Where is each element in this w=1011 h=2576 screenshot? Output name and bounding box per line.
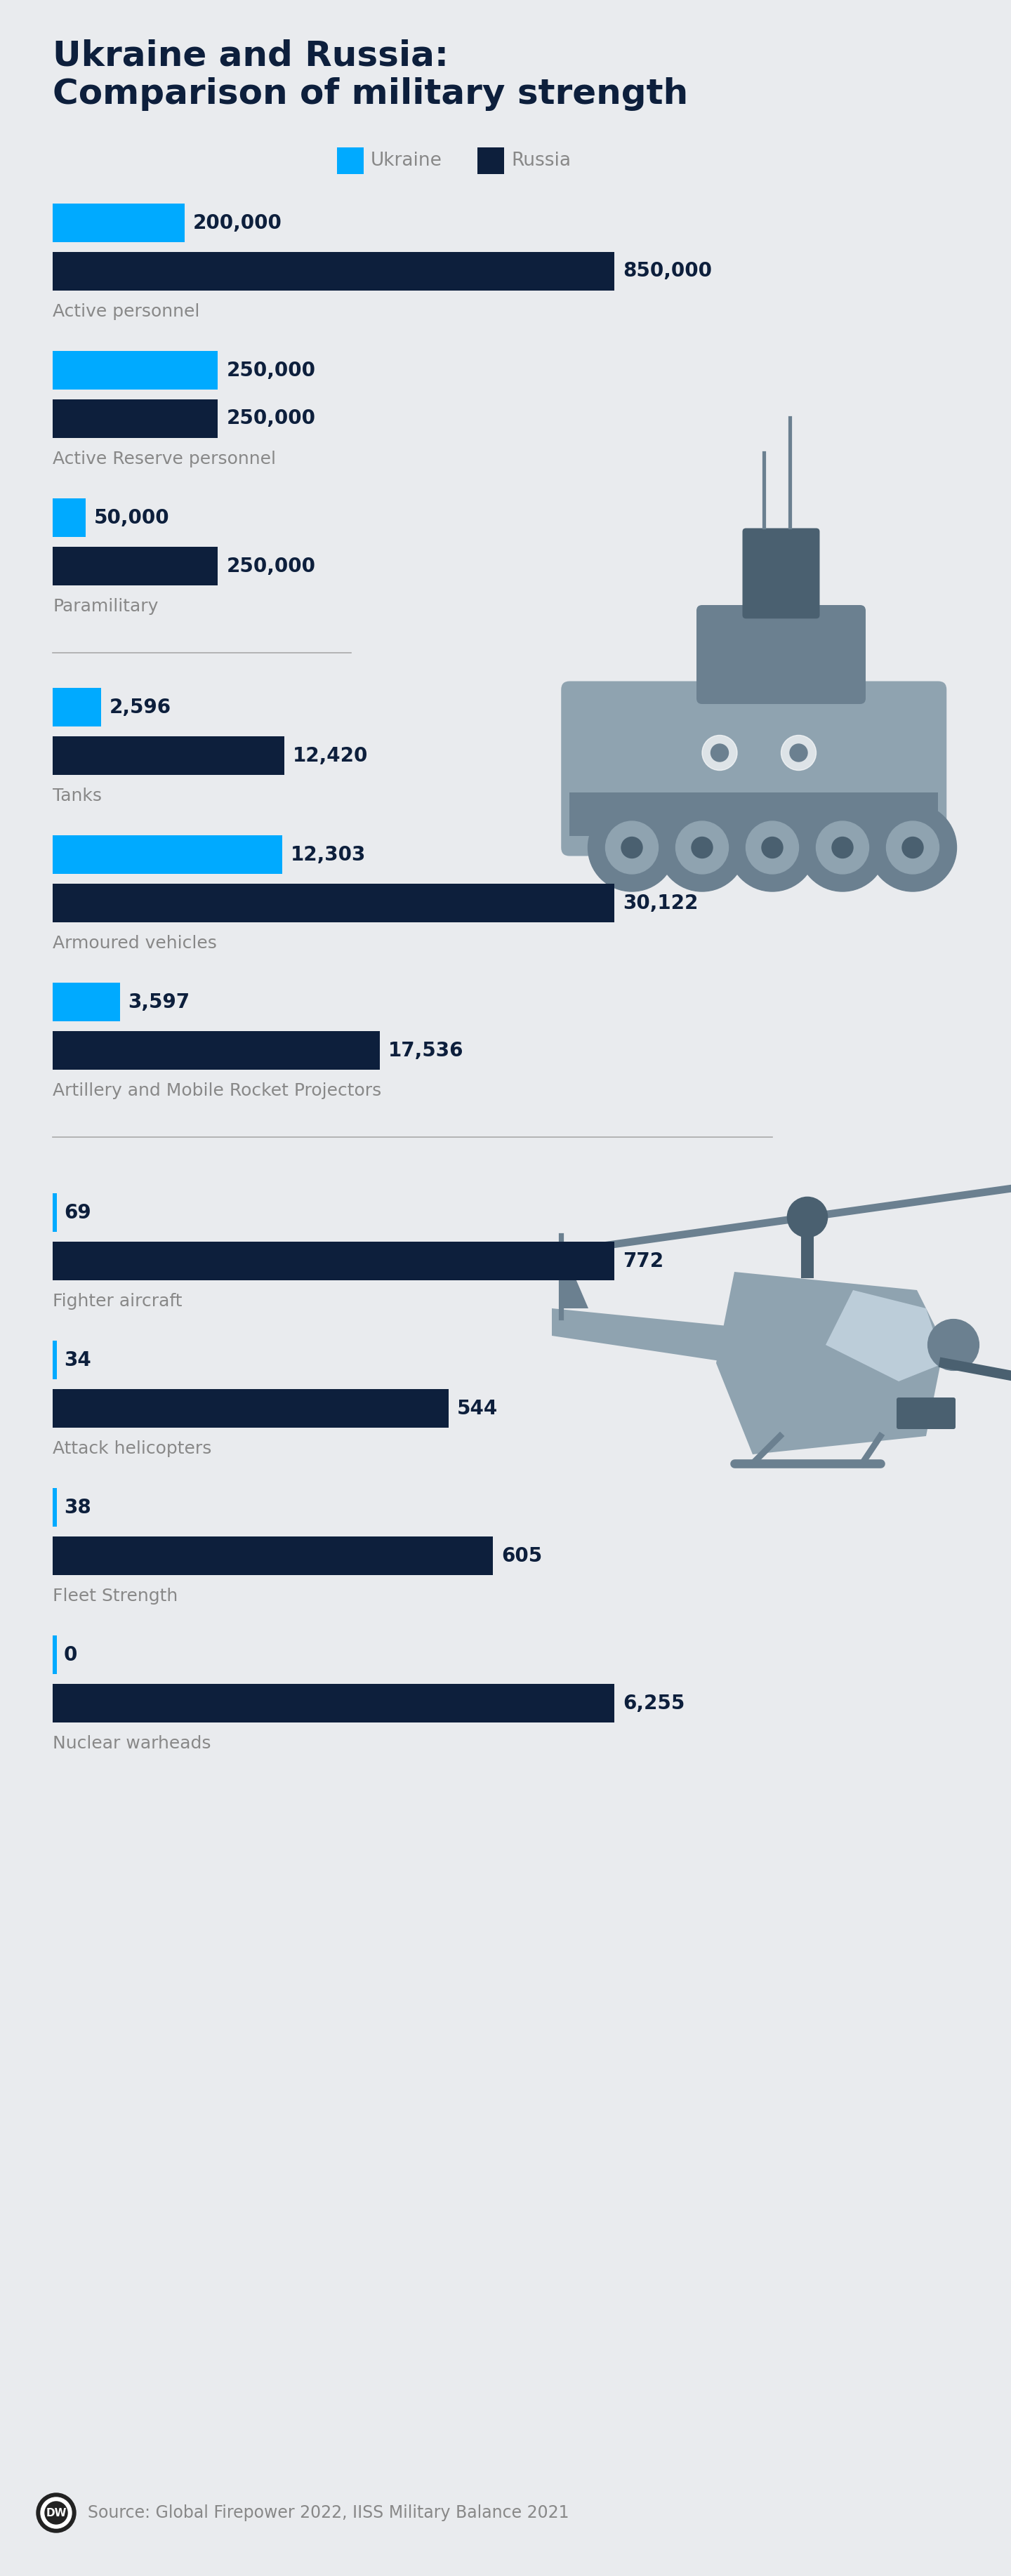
Bar <box>53 1636 57 1674</box>
Circle shape <box>711 744 728 762</box>
Bar <box>53 497 86 536</box>
Text: Fighter aircraft: Fighter aircraft <box>53 1293 182 1309</box>
Circle shape <box>788 1198 827 1236</box>
Text: 38: 38 <box>64 1497 91 1517</box>
Text: Armoured vehicles: Armoured vehicles <box>53 935 216 951</box>
Circle shape <box>675 822 728 873</box>
Circle shape <box>928 1319 979 1370</box>
Circle shape <box>816 822 868 873</box>
FancyBboxPatch shape <box>561 680 946 855</box>
Circle shape <box>887 822 939 873</box>
Bar <box>53 688 101 726</box>
Text: Russia: Russia <box>512 152 571 170</box>
Circle shape <box>728 804 816 891</box>
Text: 250,000: 250,000 <box>226 361 315 381</box>
Text: 250,000: 250,000 <box>226 556 315 577</box>
Bar <box>53 981 119 1020</box>
Bar <box>53 1489 57 1528</box>
FancyBboxPatch shape <box>897 1399 955 1430</box>
Text: Fleet Strength: Fleet Strength <box>53 1587 178 1605</box>
Text: 2,596: 2,596 <box>109 698 171 716</box>
Circle shape <box>832 837 853 858</box>
Text: Tanks: Tanks <box>53 788 102 804</box>
Text: 12,420: 12,420 <box>292 747 368 765</box>
Text: 850,000: 850,000 <box>623 260 712 281</box>
Circle shape <box>702 734 737 770</box>
Bar <box>53 1193 57 1231</box>
FancyBboxPatch shape <box>569 793 938 837</box>
Text: Comparison of military strength: Comparison of military strength <box>53 77 688 111</box>
Circle shape <box>902 837 923 858</box>
Bar <box>53 884 615 922</box>
Bar <box>53 1535 492 1574</box>
Text: Ukraine: Ukraine <box>371 152 442 170</box>
Text: 544: 544 <box>457 1399 497 1419</box>
Bar <box>53 399 217 438</box>
Text: Active Reserve personnel: Active Reserve personnel <box>53 451 276 466</box>
Circle shape <box>799 804 887 891</box>
Circle shape <box>746 822 799 873</box>
Text: Nuclear warheads: Nuclear warheads <box>53 1736 211 1752</box>
Text: 3,597: 3,597 <box>128 992 190 1012</box>
Bar <box>53 737 284 775</box>
Polygon shape <box>716 1273 944 1455</box>
Text: 200,000: 200,000 <box>193 214 282 232</box>
Bar <box>337 147 364 175</box>
Circle shape <box>622 837 642 858</box>
Polygon shape <box>561 1244 588 1309</box>
Text: 772: 772 <box>623 1252 663 1270</box>
Text: Source: Global Firepower 2022, IISS Military Balance 2021: Source: Global Firepower 2022, IISS Mili… <box>88 2504 569 2522</box>
Text: Paramilitary: Paramilitary <box>53 598 159 616</box>
Text: 12,303: 12,303 <box>290 845 366 866</box>
Text: 69: 69 <box>64 1203 91 1224</box>
Bar <box>53 1388 449 1427</box>
Polygon shape <box>552 1309 734 1363</box>
Circle shape <box>40 2496 72 2527</box>
Text: 17,536: 17,536 <box>388 1041 463 1061</box>
Text: 6,255: 6,255 <box>623 1692 684 1713</box>
Bar <box>477 147 504 175</box>
FancyBboxPatch shape <box>742 528 820 618</box>
Circle shape <box>588 804 675 891</box>
Text: 250,000: 250,000 <box>226 410 315 428</box>
Bar <box>53 350 217 389</box>
Text: DW: DW <box>45 2506 67 2519</box>
Bar <box>53 204 185 242</box>
Bar <box>53 252 615 291</box>
Circle shape <box>761 837 783 858</box>
Circle shape <box>658 804 746 891</box>
Text: Active personnel: Active personnel <box>53 304 199 319</box>
Text: 605: 605 <box>501 1546 542 1566</box>
Circle shape <box>606 822 658 873</box>
Bar <box>53 1030 380 1069</box>
Text: 34: 34 <box>64 1350 91 1370</box>
Circle shape <box>782 734 816 770</box>
Polygon shape <box>826 1291 944 1381</box>
Text: 30,122: 30,122 <box>623 894 699 912</box>
Text: Attack helicopters: Attack helicopters <box>53 1440 211 1458</box>
Circle shape <box>44 2501 68 2524</box>
Circle shape <box>868 804 956 891</box>
Text: 0: 0 <box>64 1646 78 1664</box>
Bar <box>53 1340 57 1378</box>
Bar <box>53 835 282 873</box>
FancyBboxPatch shape <box>697 605 865 703</box>
Bar <box>53 546 217 585</box>
Text: 50,000: 50,000 <box>94 507 170 528</box>
Bar <box>53 1242 615 1280</box>
Circle shape <box>36 2494 76 2532</box>
Bar <box>53 1685 615 1723</box>
Text: Ukraine and Russia:: Ukraine and Russia: <box>53 39 449 72</box>
Text: Artillery and Mobile Rocket Projectors: Artillery and Mobile Rocket Projectors <box>53 1082 381 1100</box>
Circle shape <box>692 837 713 858</box>
Circle shape <box>790 744 808 762</box>
